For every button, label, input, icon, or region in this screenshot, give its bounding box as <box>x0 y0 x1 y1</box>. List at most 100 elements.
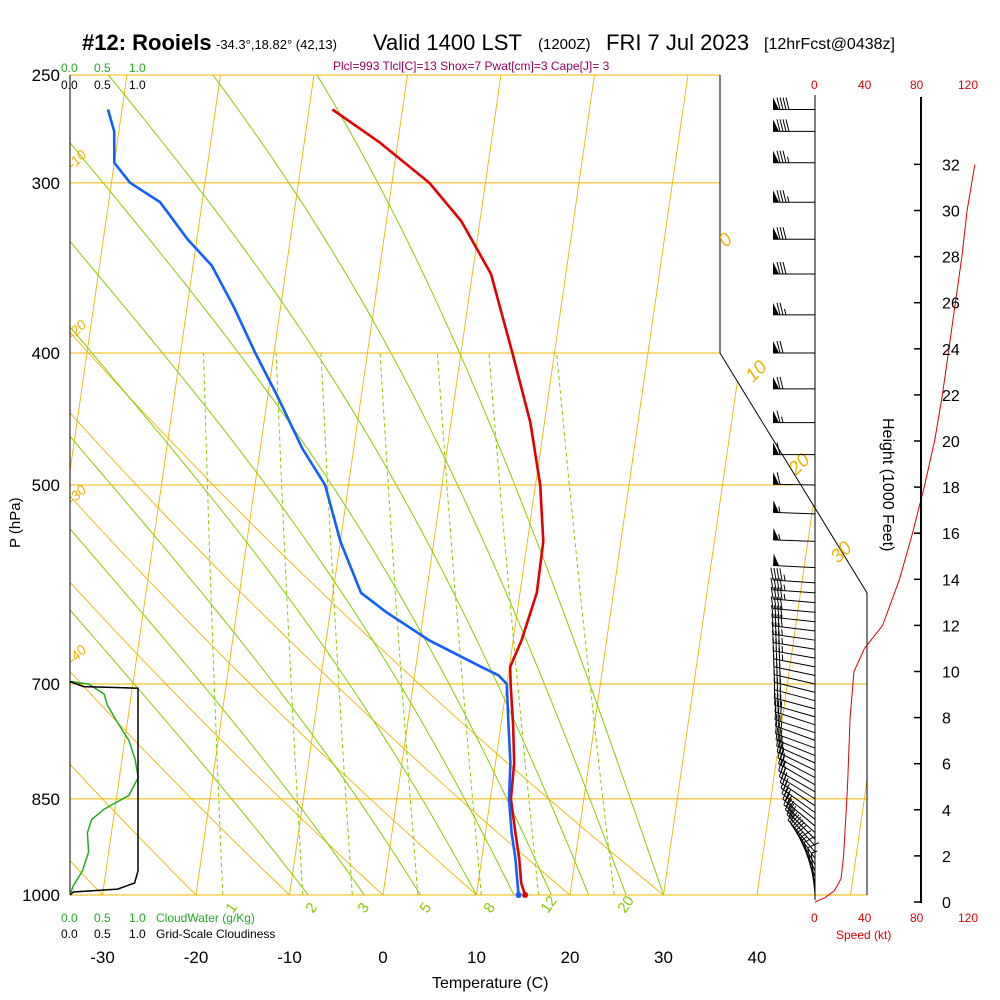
wind-barb-shaft <box>774 711 816 726</box>
cloudiness-tick-2: 1.0 <box>129 78 146 92</box>
speed-tick-3-top: 120 <box>958 78 978 92</box>
wind-barb <box>783 793 816 834</box>
wind-barb-shaft <box>773 579 816 584</box>
wind-barb-pennant <box>773 410 779 423</box>
wind-barb-shaft <box>787 819 816 853</box>
wind-barb <box>774 707 816 734</box>
wind-barb-full <box>779 261 784 275</box>
wind-barb-full <box>778 734 783 748</box>
mixing-ratio-label: 3 <box>354 900 373 917</box>
wind-barb-full <box>785 795 793 807</box>
dewpoint-profile-line <box>106 109 520 896</box>
cloud-panel <box>69 680 139 896</box>
wind-barb-shaft <box>779 776 816 800</box>
wind-barb-full <box>773 605 777 618</box>
wind-barb-shaft <box>774 689 816 702</box>
wind-barb-full <box>776 472 781 485</box>
height-tick-label: 8 <box>942 711 951 728</box>
dry-adiabat-label: -20 <box>64 316 90 342</box>
wind-barb <box>793 819 816 865</box>
wind-barb-shaft <box>783 804 816 834</box>
height-tick-label: 26 <box>942 296 960 313</box>
station-coords: -34.3°,18.82° (42,13) <box>216 37 337 52</box>
wind-barb-shaft <box>773 674 816 685</box>
isotherm-line <box>0 75 33 895</box>
wind-barb-full <box>787 809 796 821</box>
moist-adiabat-line <box>316 75 664 895</box>
wind-barb <box>770 586 816 604</box>
height-tick-label: 4 <box>942 803 951 820</box>
dry-adiabat-label: 30 <box>827 537 857 567</box>
wind-barb-pennant <box>773 376 779 389</box>
wind-barb-pennant <box>773 119 779 132</box>
wind-barb-shaft <box>780 787 816 814</box>
wind-barb <box>776 733 816 764</box>
wind-barbs <box>770 97 820 896</box>
wind-barb-full <box>779 227 784 240</box>
wind-barb-shaft <box>781 793 816 820</box>
wind-speed-line <box>814 164 976 903</box>
mixing-ratio-line <box>275 352 304 895</box>
wind-barb <box>773 150 815 164</box>
height-axis-title: Height (1000 Feet) <box>879 418 896 551</box>
wind-barb-full <box>773 567 777 581</box>
wind-barb-full <box>776 376 781 389</box>
dry-adiabat-label: 10 <box>742 356 772 386</box>
mixing-ratio-line <box>556 352 615 895</box>
forecast-info: [12hrFcst@0438z] <box>764 36 895 53</box>
cloudiness-line <box>69 680 139 896</box>
valid-date: FRI 7 Jul 2023 <box>606 30 749 55</box>
wind-barb-shaft <box>779 781 816 807</box>
wind-barb-full <box>776 605 780 619</box>
dry-adiabat-label: 0 <box>715 229 738 252</box>
wind-barb-half <box>781 416 784 423</box>
wind-barb-shaft <box>772 483 816 486</box>
wind-barb-shaft <box>775 725 816 741</box>
y-tick-label: 400 <box>32 344 60 363</box>
height-tick-label: 18 <box>942 480 960 497</box>
wind-barb-full <box>771 604 774 618</box>
wind-barb <box>773 302 815 316</box>
wind-barb-pennant <box>773 97 779 110</box>
wind-barb-shaft <box>774 697 816 710</box>
surface-temperature-dot <box>522 892 529 898</box>
wind-barb-pennant <box>773 341 779 354</box>
wind-barb-full <box>782 119 787 132</box>
cloudiness-tick-2-bottom: 1.0 <box>129 927 146 941</box>
mixing-ratio-label: 12 <box>537 893 560 916</box>
wind-barb-half <box>784 308 787 315</box>
dry-adiabat-line <box>70 75 700 895</box>
wind-barb-pennant <box>773 302 779 315</box>
wind-barb-full <box>779 568 783 581</box>
speed-tick-0-top: 0 <box>811 78 818 92</box>
wind-barb-full <box>795 821 805 832</box>
wind-barb-full <box>776 739 781 753</box>
cloud-water-tick-1-bottom: 0.5 <box>94 911 111 925</box>
moist-adiabat-line <box>70 75 309 895</box>
surface-dewpoint-dot <box>515 892 522 898</box>
wind-barb-half <box>783 593 786 601</box>
wind-barb-full <box>779 150 784 163</box>
height-tick-label: 0 <box>942 895 951 912</box>
valid-time: Valid 1400 LST <box>373 30 522 55</box>
wind-barb <box>796 824 816 872</box>
wind-barb-full <box>776 150 781 163</box>
wind-barb-full <box>774 613 777 627</box>
wind-barb <box>773 261 815 275</box>
wind-barb-half <box>783 767 787 775</box>
wind-barb <box>773 527 816 542</box>
wind-barb-full <box>774 622 777 635</box>
cloudiness-label: Grid-Scale Cloudiness <box>156 927 275 941</box>
y-tick-label: 700 <box>32 675 60 694</box>
cloud-water-tick-2-bottom: 1.0 <box>129 911 146 925</box>
x-tick-label: -30 <box>90 948 115 967</box>
wind-barb-shaft <box>775 733 816 749</box>
mixing-ratio-label: 5 <box>416 900 435 917</box>
height-tick-label: 20 <box>942 434 960 451</box>
wind-barb-half <box>778 506 781 513</box>
dry-adiabat-line <box>70 75 416 895</box>
wind-barb-full <box>770 567 774 581</box>
wind-barb-pennant <box>773 442 779 455</box>
